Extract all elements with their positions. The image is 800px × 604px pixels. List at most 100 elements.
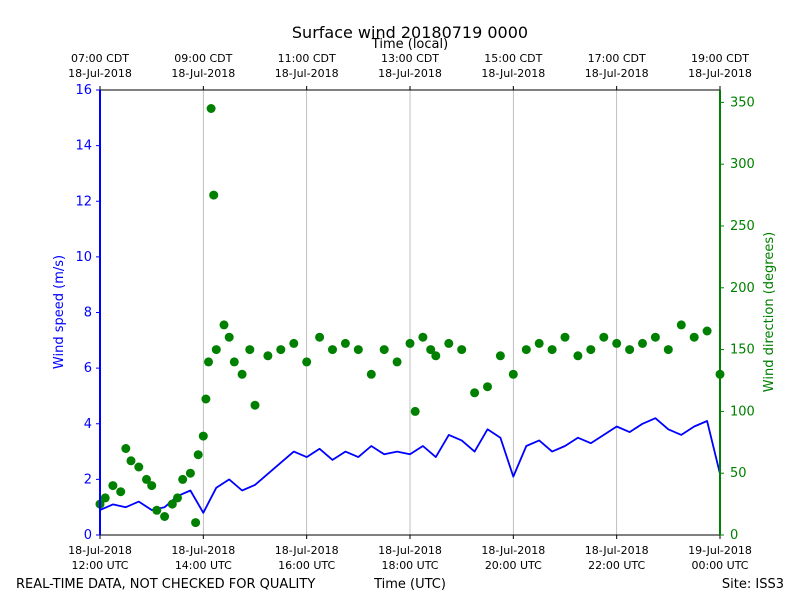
y-left-tick-label: 16 (75, 83, 92, 98)
wind-direction-point (495, 351, 505, 361)
wind-direction-point (508, 369, 518, 379)
wind-direction-point (302, 357, 312, 367)
axes-ticks: 18-Jul-2018 12:00 UTC 07:00 CDT 18-Jul-2018… (68, 52, 755, 572)
x-tick-label-bottom-time: 16:00 UTC (278, 559, 335, 572)
x-tick-label-bottom-time: 14:00 UTC (175, 559, 232, 572)
wind-direction-point (219, 320, 229, 330)
wind-direction-point (237, 369, 247, 379)
wind-direction-point (206, 104, 216, 113)
wind-direction-point (426, 345, 436, 355)
wind-direction-point (134, 462, 144, 472)
x-tick-label-bottom-date: 18-Jul-2018 (585, 544, 649, 557)
wind-direction-point (366, 369, 376, 379)
wind-direction-point (612, 338, 622, 348)
x-tick-label-bottom-time: 12:00 UTC (71, 559, 128, 572)
wind-speed-line (99, 417, 721, 514)
wind-direction-point (689, 332, 699, 342)
wind-direction-point (418, 332, 428, 342)
wind-direction-point (702, 326, 712, 336)
wind-direction-point (457, 345, 467, 355)
wind-direction-point (470, 388, 480, 398)
x-tick-label-bottom-time: 22:00 UTC (588, 559, 645, 572)
y-left-tick-label: 10 (75, 250, 92, 265)
x-tick-label-bottom-time: 00:00 UTC (691, 559, 748, 572)
wind-direction-point (173, 493, 182, 503)
x-tick-label-bottom-date: 18-Jul-2018 (275, 544, 339, 557)
x-tick-label-top-date: 18-Jul-2018 (585, 67, 649, 80)
wind-direction-point (245, 345, 255, 355)
y-left-tick-label: 14 (75, 139, 92, 154)
site-label: Site: ISS3 (722, 577, 784, 592)
wind-direction-point (178, 474, 188, 484)
wind-direction-point (650, 332, 660, 342)
wind-direction-point (263, 351, 273, 361)
wind-direction-point (483, 382, 492, 392)
y-left-tick-label: 12 (75, 194, 92, 209)
wind-direction-point (405, 338, 415, 348)
wind-direction-point (663, 345, 673, 355)
wind-direction-point (353, 345, 363, 355)
wind-direction-point (625, 345, 635, 355)
series-layer (95, 104, 725, 528)
y-right-tick-label: 50 (730, 466, 747, 481)
x-tick-label-bottom-time: 18:00 UTC (381, 559, 438, 572)
y-right-tick-label: 0 (730, 528, 738, 543)
wind-direction-point (328, 345, 337, 355)
x-tick-label-top-time: 07:00 CDT (71, 52, 129, 65)
x-tick-label-top-time: 13:00 CDT (381, 52, 439, 65)
wind-direction-point (638, 338, 647, 348)
wind-direction-point (191, 518, 201, 528)
wind-direction-point (160, 512, 170, 521)
wind-direction-point (315, 332, 325, 342)
wind-direction-point (209, 190, 219, 200)
wind-direction-point (379, 345, 389, 355)
wind-direction-point (224, 332, 234, 342)
y-left-tick-label: 4 (84, 417, 92, 432)
x-tick-label-top-date: 18-Jul-2018 (68, 67, 132, 80)
x-tick-label-top-date: 18-Jul-2018 (171, 67, 235, 80)
wind-direction-point (152, 505, 162, 515)
wind-direction-point (167, 499, 177, 509)
wind-direction-point (116, 487, 126, 497)
wind-direction-point (521, 345, 531, 355)
wind-direction-point (599, 332, 609, 342)
x-tick-label-top-time: 19:00 CDT (691, 52, 749, 65)
wind-direction-point (573, 351, 583, 361)
wind-direction-point (586, 345, 596, 355)
x-tick-label-top-date: 18-Jul-2018 (275, 67, 339, 80)
wind-direction-point (444, 338, 454, 348)
y-right-tick-label: 100 (730, 404, 755, 419)
wind-direction-point (211, 345, 221, 355)
wind-direction-point (250, 400, 260, 410)
wind-direction-point (100, 493, 110, 503)
wind-direction-point (340, 338, 350, 348)
wind-direction-point (229, 357, 239, 367)
y-right-tick-label: 200 (730, 281, 755, 296)
wind-direction-point (198, 431, 208, 441)
top-axis-label: Time (local) (371, 37, 448, 52)
wind-direction-point (676, 320, 686, 330)
wind-direction-point (392, 357, 402, 367)
x-tick-label-top-date: 18-Jul-2018 (378, 67, 442, 80)
x-tick-label-bottom-date: 18-Jul-2018 (68, 544, 132, 557)
wind-direction-point (193, 450, 203, 460)
y-left-tick-label: 8 (84, 306, 92, 321)
x-tick-label-top-time: 11:00 CDT (278, 52, 336, 65)
wind-direction-point (276, 345, 286, 355)
x-tick-label-bottom-date: 18-Jul-2018 (481, 544, 545, 557)
wind-direction-point (147, 481, 157, 491)
wind-direction-point (547, 345, 557, 355)
y-left-label: Wind speed (m/s) (52, 255, 67, 369)
x-axis-label: Time (UTC) (373, 577, 446, 592)
wind-direction-point (289, 338, 299, 348)
x-tick-label-top-time: 15:00 CDT (484, 52, 542, 65)
wind-direction-point (108, 481, 118, 491)
x-tick-label-top-date: 18-Jul-2018 (481, 67, 545, 80)
y-left-tick-label: 2 (84, 472, 92, 487)
chart-title: Surface wind 20180719 0000 (292, 23, 528, 42)
x-tick-label-top-time: 17:00 CDT (588, 52, 646, 65)
quality-note: REAL-TIME DATA, NOT CHECKED FOR QUALITY (16, 577, 315, 592)
wind-direction-point (560, 332, 570, 342)
